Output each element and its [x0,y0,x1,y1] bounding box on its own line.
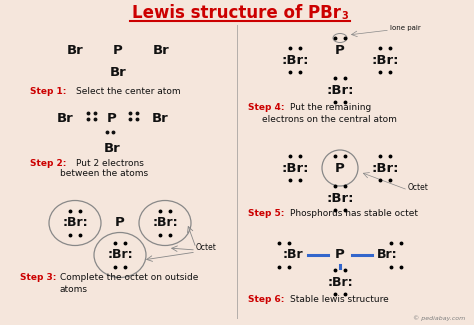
Text: Octet: Octet [408,184,429,192]
Text: Step 1:: Step 1: [30,87,66,97]
Text: :Br:: :Br: [281,162,309,175]
Text: P: P [335,44,345,57]
Text: :Br:: :Br: [152,216,178,229]
Text: Step 6:: Step 6: [248,295,284,305]
Text: Put the remaining: Put the remaining [290,103,371,112]
Text: :Br: :Br [283,249,303,262]
Text: Step 4:: Step 4: [248,103,284,112]
Text: :Br:: :Br: [107,249,133,262]
Text: Lewis structure of PBr: Lewis structure of PBr [133,4,341,22]
Text: :Br:: :Br: [326,191,354,204]
Text: Br: Br [153,44,169,57]
Text: Phosphorus has stable octet: Phosphorus has stable octet [290,209,418,217]
Text: :Br:: :Br: [326,84,354,97]
Text: Select the center atom: Select the center atom [76,87,181,97]
Text: © pediabay.com: © pediabay.com [413,315,465,321]
Text: lone pair: lone pair [390,25,421,31]
Text: :Br:: :Br: [371,162,399,175]
Text: Step 2:: Step 2: [30,159,66,167]
Text: P: P [113,44,123,57]
Text: Step 3:: Step 3: [20,274,56,282]
Text: Put 2 electrons: Put 2 electrons [76,159,144,167]
Text: electrons on the central atom: electrons on the central atom [262,114,397,124]
Text: Stable lewis structure: Stable lewis structure [290,295,389,305]
Text: :Br:: :Br: [371,54,399,67]
Text: Br: Br [109,67,127,80]
Text: between the atoms: between the atoms [60,170,148,178]
Text: Step 5:: Step 5: [248,209,284,217]
Text: Br: Br [152,111,168,124]
Text: Br: Br [56,111,73,124]
Text: Complete the octet on outside: Complete the octet on outside [60,274,199,282]
Text: :Br:: :Br: [281,54,309,67]
Text: Br:: Br: [377,249,397,262]
Text: :Br:: :Br: [327,276,353,289]
Text: 3: 3 [341,11,348,21]
Text: atoms: atoms [60,285,88,294]
Text: P: P [335,162,345,175]
Text: Octet: Octet [196,243,217,253]
Text: Br: Br [67,44,83,57]
Text: Br: Br [104,141,120,154]
Text: P: P [115,216,125,229]
Text: :Br:: :Br: [62,216,88,229]
Text: P: P [107,111,117,124]
Text: P: P [335,249,345,262]
